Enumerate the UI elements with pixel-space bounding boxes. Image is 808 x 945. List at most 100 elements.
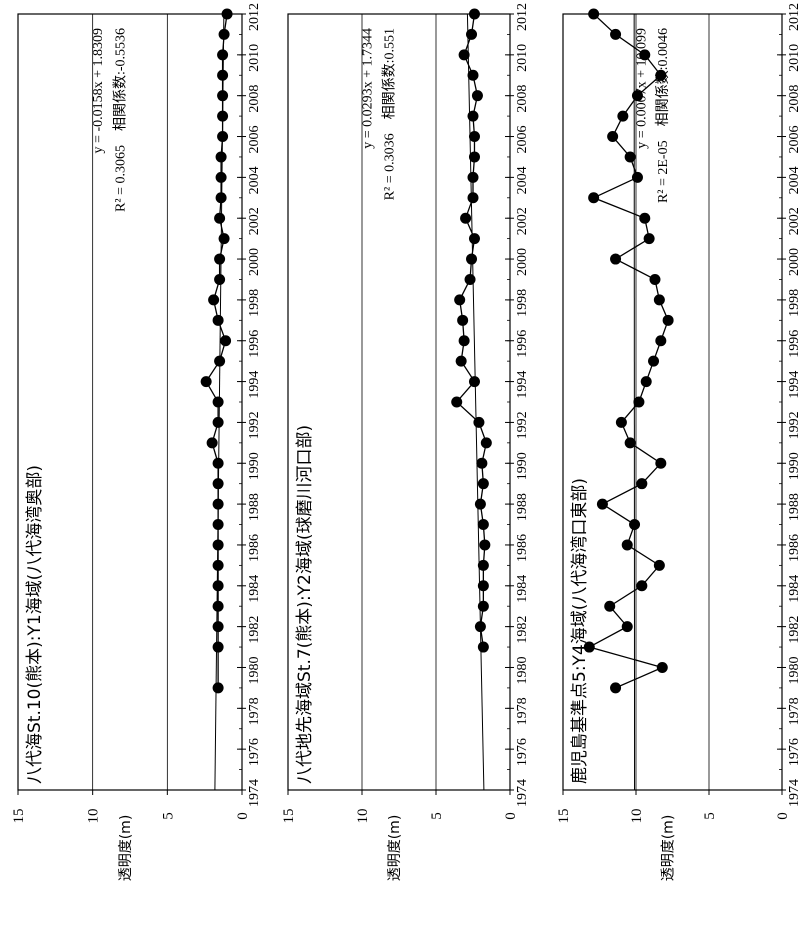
- chart-title: 八代地先海域St.7(熊本):Y2海域(球磨川河口部): [295, 425, 315, 784]
- x-tick-label: 1980: [787, 656, 802, 684]
- x-tick-label: 2002: [787, 207, 802, 235]
- data-point: [653, 294, 665, 306]
- data-point: [467, 69, 479, 81]
- data-point: [479, 539, 491, 551]
- x-tick-label: 1990: [247, 452, 262, 480]
- data-point: [466, 28, 478, 40]
- x-tick-label: 2002: [247, 207, 262, 235]
- x-tick-label: 1992: [247, 411, 262, 439]
- data-point: [639, 212, 651, 224]
- data-point: [212, 314, 224, 326]
- x-tick-label: 1986: [515, 534, 530, 562]
- y-tick-label: 15: [11, 809, 27, 824]
- x-tick-label: 2004: [787, 166, 802, 194]
- data-point: [468, 131, 480, 143]
- x-tick-label: 1994: [787, 371, 802, 399]
- data-point: [624, 151, 636, 163]
- data-point: [212, 600, 224, 612]
- data-point: [621, 621, 633, 633]
- data-point: [214, 273, 226, 285]
- trend-line: [466, 13, 485, 791]
- y-tick-label: 10: [629, 809, 645, 824]
- data-point: [643, 233, 655, 245]
- data-point: [477, 559, 489, 571]
- x-tick-label: 2010: [787, 44, 802, 72]
- x-tick-label: 1998: [515, 289, 530, 317]
- data-point: [610, 28, 622, 40]
- data-point: [639, 49, 651, 61]
- x-tick-label: 1996: [787, 330, 802, 358]
- x-tick-label: 1976: [247, 738, 262, 766]
- x-tick-label: 2008: [515, 85, 530, 113]
- x-tick-label: 1982: [515, 616, 530, 644]
- chart-title: 鹿児島基準点5:Y4海域(八代海湾口東部): [570, 478, 590, 784]
- x-tick-label: 1984: [247, 575, 262, 603]
- y-axis-label: 透明度(m): [118, 815, 134, 882]
- data-point: [476, 457, 488, 469]
- x-tick-label: 2012: [787, 3, 802, 31]
- x-tick-label: 1988: [787, 493, 802, 521]
- data-point: [212, 457, 224, 469]
- data-point: [477, 519, 489, 531]
- x-tick-label: 2002: [515, 207, 530, 235]
- x-tick-label: 2008: [247, 85, 262, 113]
- trend-equation: y = 0.0293x + 1.7344: [360, 28, 375, 149]
- y-axis-label: 透明度(m): [387, 815, 403, 882]
- data-point: [217, 49, 229, 61]
- data-point: [655, 457, 667, 469]
- data-point: [214, 212, 226, 224]
- data-point: [615, 416, 627, 428]
- chart-panel-3: 0 5 10 15 1974 1976 1978 1980 1982 1984 1986 1988 19…: [556, 3, 802, 881]
- data-point: [217, 131, 229, 143]
- x-tick-label: 1998: [247, 289, 262, 317]
- x-tick-label: 1980: [247, 656, 262, 684]
- y-tick-label: 0: [235, 812, 251, 820]
- data-point: [212, 682, 224, 694]
- data-point: [218, 233, 230, 245]
- plot-area: [562, 13, 783, 791]
- y-axis-label: 透明度(m): [661, 815, 677, 882]
- x-tick-label: 1984: [787, 575, 802, 603]
- data-point: [629, 519, 641, 531]
- x-tick-label: 1998: [787, 289, 802, 317]
- data-point: [468, 233, 480, 245]
- data-point: [607, 131, 619, 143]
- x-tick-label: 1992: [787, 411, 802, 439]
- x-tick-label: 1988: [515, 493, 530, 521]
- data-point: [648, 355, 660, 367]
- data-point: [471, 90, 483, 102]
- x-tick-label: 2012: [247, 3, 262, 31]
- data-point: [468, 376, 480, 388]
- data-point: [457, 314, 469, 326]
- data-point: [221, 8, 233, 20]
- data-point: [655, 335, 667, 347]
- trend-r2: R² = 2E-05 相関係数:0.0046: [655, 28, 671, 203]
- data-point: [631, 90, 643, 102]
- data-point: [588, 192, 600, 204]
- data-point: [474, 621, 486, 633]
- x-tick-label: 1986: [787, 534, 802, 562]
- y-tick-label: 0: [775, 812, 791, 820]
- x-tick-label: 1974: [515, 779, 530, 807]
- x-tick-label: 1982: [787, 616, 802, 644]
- x-tick-label: 2006: [247, 126, 262, 154]
- x-tick-label: 2006: [515, 126, 530, 154]
- y-tick-label: 10: [355, 809, 371, 824]
- data-point: [604, 600, 616, 612]
- data-point: [640, 376, 652, 388]
- data-point: [467, 192, 479, 204]
- x-tick-label: 1996: [247, 330, 262, 358]
- data-point: [649, 273, 661, 285]
- y-tick-label: 0: [503, 812, 519, 820]
- data-point: [474, 498, 486, 510]
- data-point: [220, 335, 232, 347]
- data-point: [451, 396, 463, 408]
- data-point: [460, 212, 472, 224]
- data-point: [477, 600, 489, 612]
- data-point: [473, 416, 485, 428]
- data-point: [621, 539, 633, 551]
- plot-area: [287, 13, 511, 791]
- data-point: [215, 171, 227, 183]
- data-point: [464, 273, 476, 285]
